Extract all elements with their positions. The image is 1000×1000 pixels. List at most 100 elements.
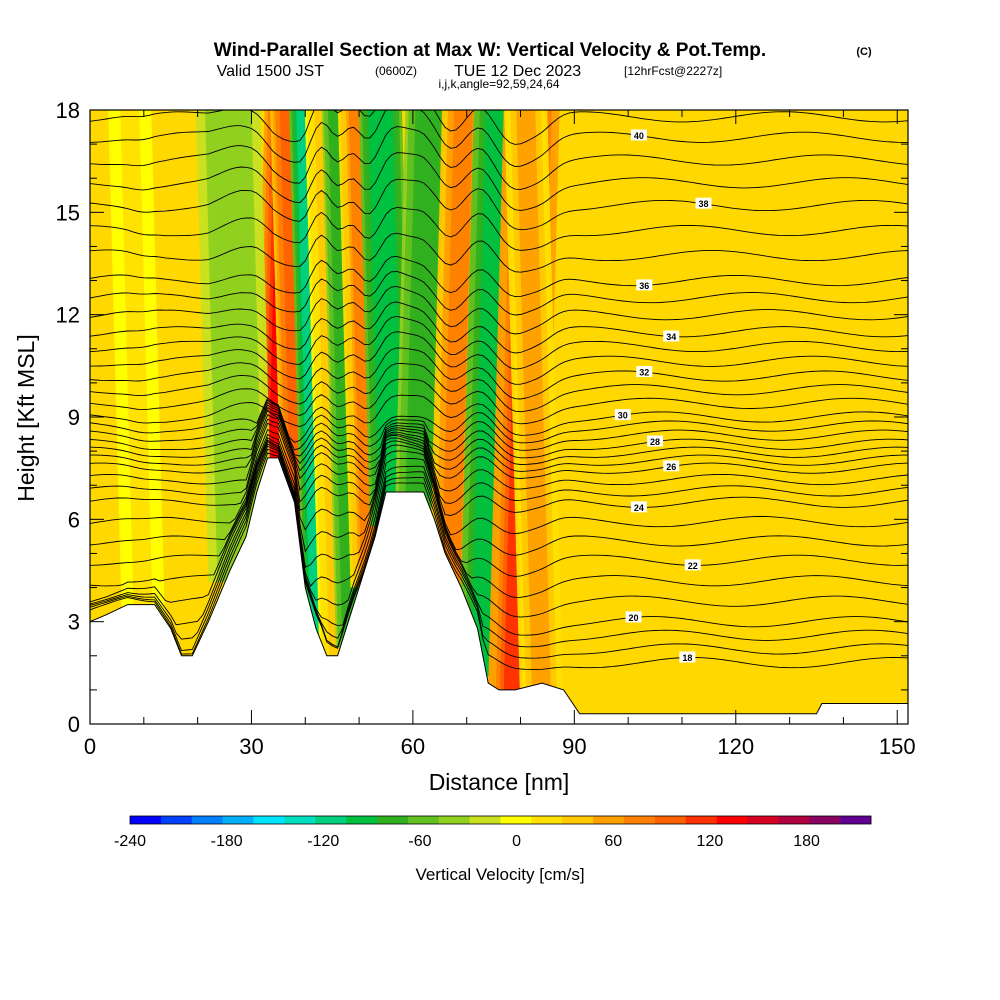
contour-label: 28 — [650, 437, 660, 447]
colorbar-swatch — [778, 816, 810, 824]
theta-contour — [90, 255, 908, 298]
contour-label-bg — [614, 409, 631, 421]
contour-label: 22 — [688, 561, 698, 571]
colorbar-swatch — [315, 816, 347, 824]
terrain — [90, 457, 908, 724]
theta-contour — [90, 315, 908, 370]
contour-label: 30 — [618, 411, 628, 421]
theta-contour — [90, 452, 908, 670]
colorbar-swatch — [716, 816, 748, 824]
contour-label-bg — [630, 501, 647, 513]
colorbar-title: Vertical Velocity [cm/s] — [415, 865, 584, 884]
colorbar-swatch — [469, 816, 501, 824]
contour-label-bg — [679, 651, 696, 663]
velocity-band — [407, 110, 440, 527]
contour-label: 20 — [629, 613, 639, 623]
theta-contour — [90, 401, 908, 459]
colorbar-label: -60 — [408, 833, 431, 850]
theta-contour — [90, 110, 908, 145]
x-axis-label: Distance [nm] — [429, 769, 570, 795]
chart-title-unit: (C) — [856, 46, 872, 58]
y-tick-label: 12 — [56, 303, 80, 328]
contour-label-bg — [663, 460, 680, 472]
contour-label-bg — [684, 559, 701, 571]
colorbar-swatch — [407, 816, 440, 824]
velocity-band — [516, 110, 552, 718]
colorbar-swatch — [500, 816, 532, 824]
theta-contour — [90, 394, 908, 436]
theta-contour — [90, 110, 908, 167]
theta-contour — [90, 301, 908, 354]
colorbar-swatch — [130, 816, 162, 824]
theta-contour — [90, 407, 908, 472]
contour-label: 24 — [634, 503, 644, 513]
velocity-band — [214, 110, 255, 582]
grid-indices: i,j,k,angle=92,59,24,64 — [438, 77, 559, 91]
colorbar-label: -240 — [114, 833, 146, 850]
theta-contour — [90, 126, 908, 190]
colorbar-swatch — [531, 816, 563, 824]
x-tick-label: 30 — [239, 734, 263, 759]
contour-label-bg — [630, 129, 647, 141]
theta-contour — [90, 440, 908, 618]
vertical-velocity-field — [108, 110, 564, 724]
colorbar-label: 120 — [697, 833, 724, 850]
plot-area — [90, 110, 908, 724]
contour-label-group: 24 — [630, 501, 647, 513]
theta-contour — [90, 232, 908, 273]
y-tick-label: 15 — [56, 200, 80, 225]
contour-label-bg — [636, 279, 653, 291]
colorbar-swatch — [438, 816, 470, 824]
valid-date: TUE 12 Dec 2023 — [454, 63, 581, 80]
colorbar-swatch — [191, 816, 223, 824]
colorbar-swatch — [593, 816, 625, 824]
theta-contour — [90, 399, 908, 451]
theta-contour — [90, 443, 908, 636]
velocity-band — [371, 110, 401, 527]
theta-contour — [90, 206, 908, 251]
colorbar-swatch — [685, 816, 717, 824]
colorbar-swatch — [747, 816, 779, 824]
theta-contour — [90, 362, 908, 413]
contour-label: 32 — [639, 368, 649, 378]
contour-label-bg — [663, 330, 680, 342]
x-tick-label: 90 — [562, 734, 586, 759]
theta-contour — [90, 445, 908, 648]
theta-contour — [90, 448, 908, 659]
colorbar-swatch — [624, 816, 656, 824]
theta-contour — [90, 378, 908, 425]
contour-label: 26 — [666, 462, 676, 472]
velocity-band — [441, 110, 473, 599]
x-tick-label: 60 — [401, 734, 425, 759]
colorbar-swatch — [160, 816, 193, 824]
theta-contour — [90, 178, 908, 231]
theta-contour — [90, 439, 908, 598]
contour-label: 18 — [682, 653, 692, 663]
potential-temperature-contours — [90, 110, 908, 670]
velocity-band — [120, 110, 154, 639]
y-tick-label: 3 — [68, 610, 80, 635]
theta-contour — [90, 418, 908, 504]
theta-contour — [90, 414, 908, 492]
contour-label-group: 36 — [636, 279, 653, 291]
contour-label: 40 — [634, 131, 644, 141]
contour-label: 34 — [666, 332, 676, 342]
x-tick-label: 120 — [717, 734, 754, 759]
y-tick-label: 18 — [56, 98, 80, 123]
contour-label-group: 18 — [679, 651, 696, 663]
contour-labels: 18 20 22 24 26 28 30 32 34 36 38 40 — [614, 129, 712, 663]
theta-contour — [90, 397, 908, 444]
theta-contour — [90, 437, 908, 577]
y-axis-label: Height [Kft MSL] — [13, 334, 39, 501]
colorbar-label: 0 — [512, 833, 521, 850]
contour-label: 36 — [639, 281, 649, 291]
contour-label-group: 22 — [684, 559, 701, 571]
contour-label-bg — [636, 366, 653, 378]
theta-contour — [90, 152, 908, 211]
contour-label-group: 38 — [695, 197, 712, 209]
x-tick-label: 0 — [84, 734, 96, 759]
theta-contour — [90, 347, 908, 400]
contour-label-group: 26 — [663, 460, 680, 472]
